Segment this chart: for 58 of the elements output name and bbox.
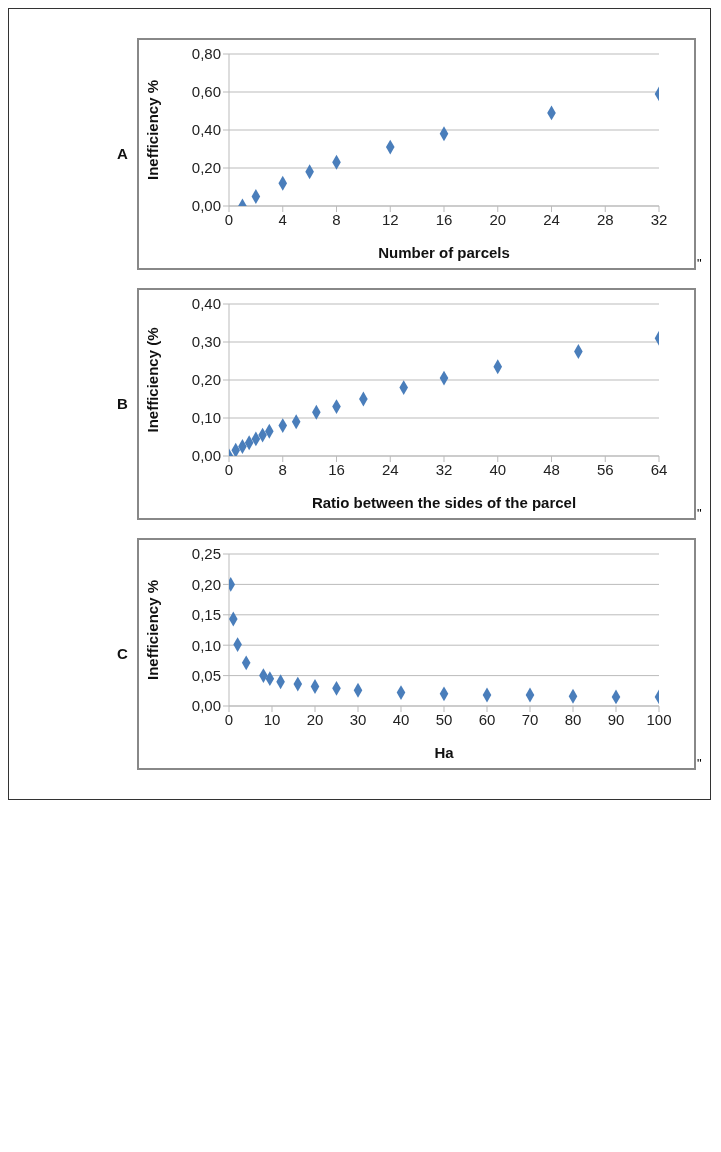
point	[231, 442, 241, 456]
y-tick-label: 0,30	[191, 333, 221, 351]
x-tick-label: 32	[650, 210, 668, 228]
x-tick-label: 100	[646, 710, 672, 728]
x-tick-label: 60	[478, 710, 496, 728]
x-tick-label: 0	[224, 710, 234, 728]
x-tick-label: 64	[650, 460, 668, 478]
x-tick-label: 40	[489, 460, 507, 478]
y-tick-label: 0,00	[191, 447, 221, 465]
x-tick-label: 32	[435, 460, 453, 478]
y-tick-label: 0,20	[191, 159, 221, 177]
text: A	[117, 145, 128, 162]
y-tick-label: 0,40	[191, 295, 221, 313]
x-tick-label: 24	[381, 460, 399, 478]
x-tick-label: 50	[435, 710, 453, 728]
y-tick-label: 0,80	[191, 45, 221, 63]
y-tick-label: 0,20	[191, 371, 221, 389]
x-tick-label: 16	[435, 210, 453, 228]
text: "	[697, 506, 702, 521]
y-tick-label: 0,10	[191, 636, 221, 654]
x-tick-label: 28	[596, 210, 614, 228]
x-tick-label: 48	[543, 460, 560, 478]
y-tick-label: 0,25	[191, 545, 221, 563]
y-axis-title: Inefficiency (%	[144, 327, 162, 433]
text: B	[117, 395, 128, 412]
x-tick-label: 12	[381, 210, 399, 228]
y-tick-label: 0,15	[191, 606, 221, 624]
text: "	[697, 256, 702, 271]
x-tick-label: 4	[278, 210, 287, 228]
x-tick-label: 0	[224, 210, 234, 228]
x-axis-title: Ha	[434, 744, 455, 761]
y-tick-label: 0,00	[191, 197, 221, 215]
x-tick-label: 70	[521, 710, 539, 728]
y-axis-title: Inefficiency %	[144, 579, 162, 681]
y-tick-label: 0,10	[191, 409, 221, 427]
x-tick-label: 90	[607, 710, 625, 728]
x-tick-label: 0	[224, 460, 234, 478]
x-tick-label: 40	[392, 710, 410, 728]
x-tick-label: 24	[543, 210, 560, 228]
x-tick-label: 8	[278, 460, 287, 478]
x-tick-label: 10	[263, 710, 281, 728]
y-axis-title: Inefficiency %	[144, 79, 162, 181]
x-tick-label: 56	[596, 460, 614, 478]
text: C	[117, 645, 128, 662]
x-axis-title: Ratio between the sides of the parcel	[311, 494, 577, 511]
x-tick-label: 20	[306, 710, 324, 728]
text: "	[697, 756, 702, 771]
x-tick-label: 16	[328, 460, 345, 478]
y-tick-label: 0,60	[191, 83, 221, 101]
x-tick-label: 30	[349, 710, 367, 728]
y-tick-label: 0,20	[191, 575, 221, 593]
y-tick-label: 0,05	[191, 666, 221, 684]
y-tick-label: 0,00	[191, 697, 221, 715]
x-tick-label: 20	[489, 210, 507, 228]
y-tick-label: 0,40	[191, 121, 221, 139]
x-tick-label: 8	[332, 210, 341, 228]
x-axis-title: Number of parcels	[378, 244, 510, 261]
x-tick-label: 80	[564, 710, 582, 728]
